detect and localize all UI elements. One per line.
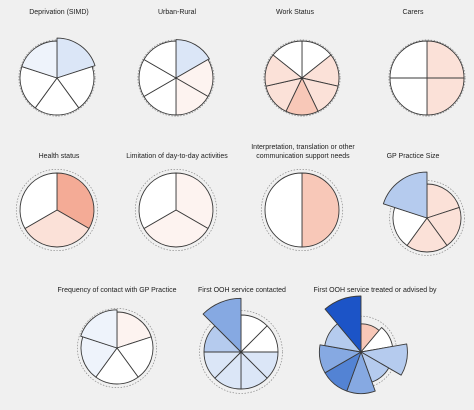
polar-chart-3 <box>388 39 466 117</box>
chart-title: Work Status <box>276 9 314 16</box>
chart-title: Interpretation, translation or other com… <box>251 144 355 160</box>
polar-chart-7 <box>382 171 465 256</box>
wedge <box>116 311 152 349</box>
polar-chart-0 <box>18 37 96 117</box>
wedge <box>80 309 118 349</box>
wedge <box>116 336 154 378</box>
chart-title: Limitation of day-to-day activities <box>126 153 228 160</box>
wedge <box>426 183 460 219</box>
wedge <box>56 37 96 79</box>
reference-ring <box>199 310 283 394</box>
wedge <box>143 40 177 79</box>
wedge <box>389 40 428 79</box>
wedge <box>392 207 428 246</box>
wedge <box>143 209 209 248</box>
wedge <box>19 172 58 229</box>
chart-title: First OOH service treated or advised by <box>313 287 437 294</box>
wedge <box>389 77 428 116</box>
wedge <box>56 172 95 229</box>
reference-ring <box>15 168 99 252</box>
wedge <box>319 344 362 374</box>
polar-chart-1 <box>137 39 215 117</box>
wedge <box>95 347 139 385</box>
wedge <box>426 77 465 116</box>
polar-chart-4 <box>15 168 99 252</box>
polar-chart-6 <box>260 168 344 252</box>
chart-title: GP Practice Size <box>386 153 440 160</box>
chart-title: Carers <box>402 9 424 16</box>
wedge <box>264 172 303 248</box>
wedge <box>21 40 58 79</box>
reference-ring <box>137 39 215 117</box>
wedge <box>34 77 80 116</box>
chart-title: Frequency of contact with GP Practice <box>57 287 177 294</box>
polar-chart-5 <box>134 168 218 252</box>
wedge <box>301 172 340 248</box>
polar-chart-9 <box>199 297 283 394</box>
wedge <box>24 209 90 248</box>
reference-ring <box>18 39 96 117</box>
wedge <box>202 297 242 353</box>
chart-title: Health status <box>38 153 80 160</box>
chart-title: First OOH service contacted <box>198 287 286 294</box>
polar-chart-2 <box>263 39 341 117</box>
reference-ring <box>388 39 466 117</box>
wedge <box>138 172 177 229</box>
reference-ring <box>134 168 218 252</box>
chart-title: Urban-Rural <box>157 9 197 16</box>
wedge <box>324 295 362 353</box>
reference-ring <box>263 39 341 117</box>
wedge <box>19 66 58 109</box>
wedge <box>272 40 303 79</box>
wedge <box>56 66 95 109</box>
polar-chart-10 <box>319 295 408 395</box>
wedge <box>80 336 118 378</box>
reference-ring <box>260 168 344 252</box>
reference-ring <box>77 308 157 388</box>
wedge <box>382 171 428 219</box>
wedge <box>426 40 465 79</box>
wedge <box>406 217 448 253</box>
wedge <box>175 39 210 79</box>
reference-ring <box>389 180 465 256</box>
polar-chart-8 <box>77 308 157 388</box>
wedge <box>175 172 214 229</box>
chart-title: Deprivation (SIMD) <box>29 9 89 16</box>
wedge <box>426 207 462 246</box>
wedge <box>360 343 408 376</box>
